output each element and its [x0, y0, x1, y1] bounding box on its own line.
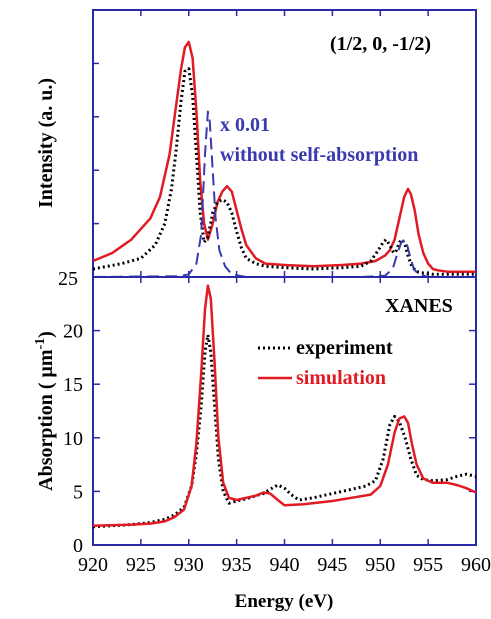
no-self-absorption-label-line2: without self-absorption — [220, 144, 418, 166]
intensity-bottom-tick-label: 25 — [58, 268, 78, 290]
x-tick-label: 920 — [78, 554, 108, 576]
y-tick-label: 20 — [63, 321, 83, 343]
y-tick-label: 10 — [63, 428, 83, 450]
no-self-absorption-label-line1: x 0.01 — [220, 114, 270, 136]
absorption-ylabel: Absorption ( μm-1) — [33, 331, 57, 491]
series-line-simulation — [92, 40, 476, 273]
absorption-ticks — [92, 277, 477, 546]
x-tick-label: 960 — [461, 554, 491, 576]
intensity-annotation: (1/2, 0, -1/2) — [330, 33, 431, 55]
absorption-annotation: XANES — [385, 295, 453, 317]
y-tick-label: 0 — [73, 535, 83, 557]
intensity-panel: 25 Intensity (a. u.) (1/2, 0, -1/2) x 0.… — [35, 9, 477, 290]
x-tick-label: 950 — [365, 554, 395, 576]
absorption-series — [92, 284, 477, 529]
x-tick-label: 925 — [126, 554, 156, 576]
x-tick-label: 930 — [174, 554, 204, 576]
absorption-xlabel: Energy (eV) — [235, 591, 334, 612]
x-tick-label: 945 — [317, 554, 347, 576]
y-tick-label: 15 — [63, 374, 83, 396]
y-tick-label: 5 — [73, 481, 83, 503]
legend-label-experiment: experiment — [296, 337, 393, 359]
legend-label-simulation: simulation — [296, 367, 386, 389]
absorption-ylabel-exp: -1 — [33, 338, 48, 350]
series-line-simulation — [92, 284, 477, 527]
series-line-no_self_absorption — [92, 110, 476, 278]
absorption-ylabel-prefix: Absorption ( — [35, 377, 57, 490]
absorption-tick-labels: 0 5 10 15 20 920 925 930 935 940 945 950 955 960 — [63, 321, 491, 576]
intensity-ylabel: Intensity (a. u.) — [35, 78, 57, 208]
series-line-experiment — [92, 67, 476, 276]
x-tick-label: 940 — [270, 554, 300, 576]
absorption-ylabel-suffix: ) — [35, 331, 57, 338]
x-tick-label: 955 — [413, 554, 443, 576]
absorption-panel: 0 5 10 15 20 920 925 930 935 940 945 950 955 960 XANE… — [33, 276, 491, 612]
series-line-experiment — [92, 333, 477, 529]
absorption-ylabel-unit: μm — [35, 349, 57, 377]
x-tick-label: 935 — [222, 554, 252, 576]
